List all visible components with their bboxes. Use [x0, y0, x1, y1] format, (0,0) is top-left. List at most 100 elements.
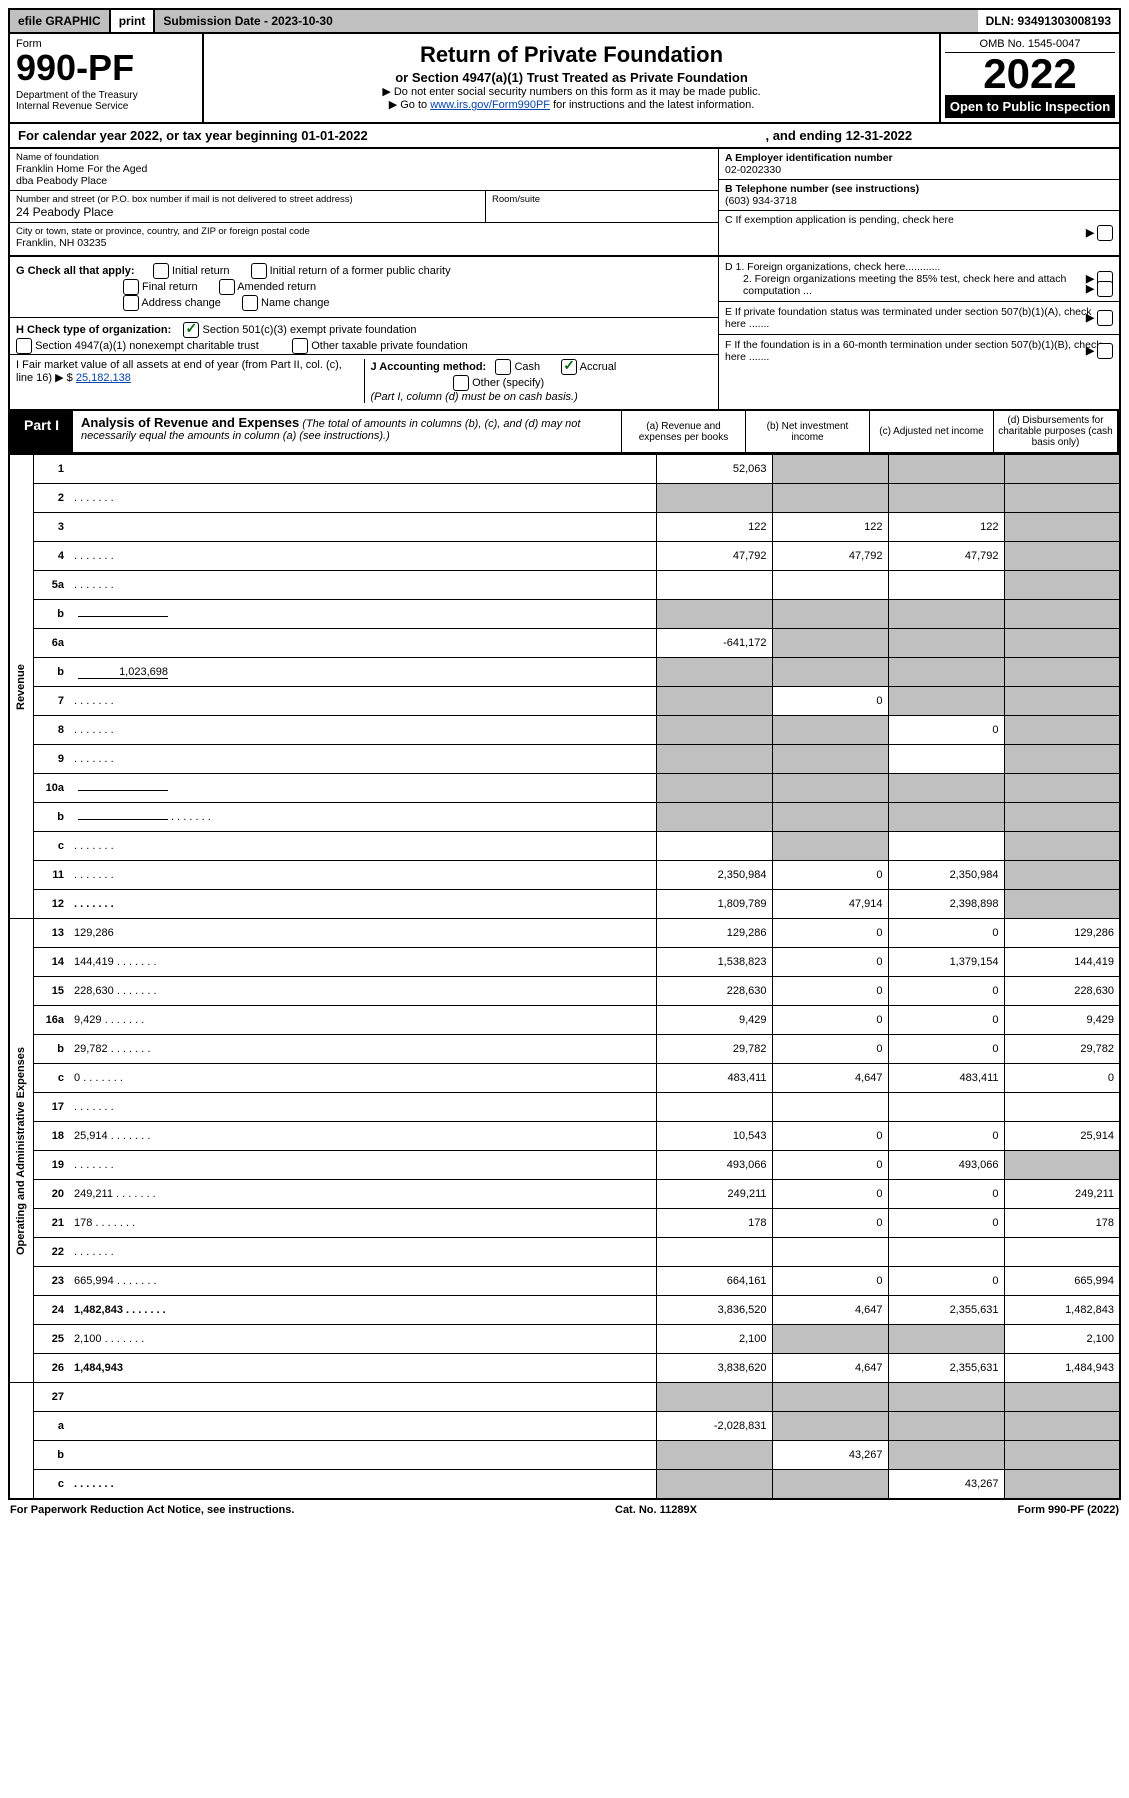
value-cell: 122: [888, 513, 1004, 542]
col-c-header: (c) Adjusted net income: [869, 411, 993, 452]
value-cell: [656, 1441, 772, 1470]
section-ghij: G Check all that apply: Initial return I…: [8, 257, 1121, 411]
g-label: G Check all that apply:: [16, 265, 135, 277]
table-row: 241,482,843 . . . . . . .3,836,5204,6472…: [9, 1296, 1120, 1325]
irs-link[interactable]: www.irs.gov/Form990PF: [430, 99, 550, 111]
col-b-header: (b) Net investment income: [745, 411, 869, 452]
table-row: Operating and Administrative Expenses131…: [9, 919, 1120, 948]
value-cell: 483,411: [656, 1064, 772, 1093]
final-return-label: Final return: [142, 281, 198, 293]
j-other-cb[interactable]: [453, 375, 469, 391]
table-row: c . . . . . . .43,267: [9, 1470, 1120, 1500]
value-cell: [656, 658, 772, 687]
h-501c3-cb[interactable]: [183, 322, 199, 338]
d2-checkbox[interactable]: [1097, 281, 1113, 297]
f-label: F If the foundation is in a 60-month ter…: [725, 339, 1101, 363]
value-cell: [888, 1238, 1004, 1267]
line-number: b: [33, 1035, 69, 1064]
initial-former-cb[interactable]: [251, 263, 267, 279]
value-cell: [888, 1325, 1004, 1354]
line-description: 178 . . . . . . .: [69, 1209, 656, 1238]
value-cell: [656, 600, 772, 629]
line-number: 25: [33, 1325, 69, 1354]
value-cell: [772, 571, 888, 600]
print-button[interactable]: print: [111, 10, 156, 32]
f-checkbox[interactable]: [1097, 343, 1113, 359]
value-cell: [772, 774, 888, 803]
line-description: 29,782 . . . . . . .: [69, 1035, 656, 1064]
table-row: 5a . . . . . . .: [9, 571, 1120, 600]
section-g-left: G Check all that apply: Initial return I…: [10, 257, 719, 409]
table-row: 22 . . . . . . .: [9, 1238, 1120, 1267]
line-number: c: [33, 1470, 69, 1500]
initial-return-cb[interactable]: [153, 263, 169, 279]
f-row: F If the foundation is in a 60-month ter…: [719, 335, 1119, 367]
value-cell: 0: [772, 919, 888, 948]
value-cell: [1004, 861, 1120, 890]
note2-post: for instructions and the latest informat…: [550, 99, 754, 111]
form-subtitle: or Section 4947(a)(1) Trust Treated as P…: [210, 70, 933, 85]
table-row: 6a -641,172: [9, 629, 1120, 658]
part1-title: Analysis of Revenue and Expenses: [81, 415, 299, 430]
dot-leader: . . . . . . .: [114, 985, 157, 997]
dot-leader: . . . . . . .: [108, 1043, 151, 1055]
value-cell: 178: [1004, 1209, 1120, 1238]
line-number: 6a: [33, 629, 69, 658]
addr-change-cb[interactable]: [123, 295, 139, 311]
value-cell: 122: [656, 513, 772, 542]
table-row: 3122122122: [9, 513, 1120, 542]
value-cell: [1004, 1383, 1120, 1412]
spacer: [9, 1383, 33, 1500]
value-cell: 0: [772, 1151, 888, 1180]
amended-cb[interactable]: [219, 279, 235, 295]
i-label: I Fair market value of all assets at end…: [16, 359, 342, 384]
inline-amount: [78, 819, 168, 820]
table-row: 10a: [9, 774, 1120, 803]
line-number: 23: [33, 1267, 69, 1296]
j-cash-cb[interactable]: [495, 359, 511, 375]
value-cell: 144,419: [1004, 948, 1120, 977]
table-row: 12 . . . . . . .1,809,78947,9142,398,898: [9, 890, 1120, 919]
line-description: . . . . . . .: [69, 687, 656, 716]
value-cell: [656, 803, 772, 832]
final-return-cb[interactable]: [123, 279, 139, 295]
room-suite: Room/suite: [486, 191, 718, 222]
value-cell: 10,543: [656, 1122, 772, 1151]
value-cell: [772, 832, 888, 861]
value-cell: [1004, 890, 1120, 919]
part1-header: Part I Analysis of Revenue and Expenses …: [8, 411, 1121, 454]
e-checkbox[interactable]: [1097, 310, 1113, 326]
i-value[interactable]: 25,182,138: [76, 372, 131, 384]
line-number: 1: [33, 455, 69, 484]
line-number: 5a: [33, 571, 69, 600]
note2-pre: ▶ Go to: [389, 99, 430, 111]
line-description: 1,484,943: [69, 1354, 656, 1383]
name-change-label: Name change: [261, 297, 330, 309]
h-other-label: Other taxable private foundation: [311, 340, 468, 352]
value-cell: -641,172: [656, 629, 772, 658]
table-row: 20249,211 . . . . . . .249,21100249,211: [9, 1180, 1120, 1209]
value-cell: 1,809,789: [656, 890, 772, 919]
value-cell: [772, 1412, 888, 1441]
value-cell: [888, 803, 1004, 832]
table-row: 15228,630 . . . . . . .228,63000228,630: [9, 977, 1120, 1006]
c-checkbox[interactable]: [1097, 225, 1113, 241]
value-cell: [772, 1325, 888, 1354]
ein-value: 02-0202330: [725, 164, 1113, 176]
part1-desc-cell: Analysis of Revenue and Expenses (The to…: [73, 411, 621, 452]
h-4947-cb[interactable]: [16, 338, 32, 354]
j-accrual-cb[interactable]: [561, 359, 577, 375]
line-description: 665,994 . . . . . . .: [69, 1267, 656, 1296]
dot-leader: . . . . . . .: [74, 840, 114, 852]
value-cell: [772, 716, 888, 745]
line-number: 21: [33, 1209, 69, 1238]
h-other-cb[interactable]: [292, 338, 308, 354]
name-change-cb[interactable]: [242, 295, 258, 311]
value-cell: 2,355,631: [888, 1354, 1004, 1383]
header-center: Return of Private Foundation or Section …: [204, 34, 939, 122]
value-cell: 122: [772, 513, 888, 542]
line-description: . . . . . . .: [69, 861, 656, 890]
value-cell: 0: [772, 1209, 888, 1238]
value-cell: [1004, 629, 1120, 658]
value-cell: 1,484,943: [1004, 1354, 1120, 1383]
